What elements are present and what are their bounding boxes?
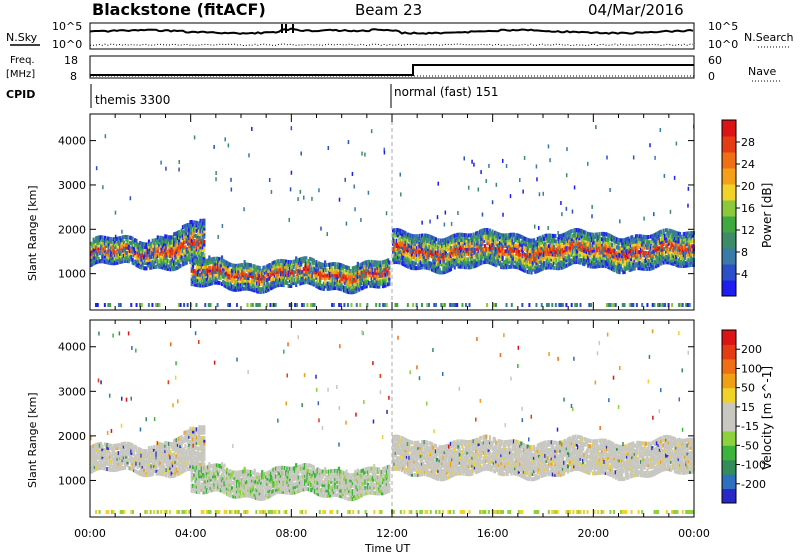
power-colorbar-label: Power [dB] [760, 183, 774, 248]
velocity-y-tick-label: 4000 [58, 341, 86, 354]
sparse-scatter-power [95, 124, 695, 242]
x-tick-label: 00:00 [678, 527, 710, 540]
power-colorbar-tick: 28 [741, 136, 755, 149]
velocity-colorbar-tick: -50 [741, 439, 759, 452]
power-colorbar-swatch [722, 200, 736, 217]
velocity-colorbar-tick: 15 [741, 401, 755, 414]
power-colorbar-tick: 24 [741, 158, 755, 171]
date-title: 04/Mar/2016 [588, 1, 684, 19]
freq-right-tick-bottom: 0 [708, 70, 715, 83]
power-y-axis-label: Slant Range [km] [26, 185, 39, 281]
power-colorbar-swatch [722, 216, 736, 233]
noise-right-tick-top: 10^5 [708, 20, 738, 33]
velocity-colorbar: 200 100 50 15 -15 -50 -100 -200 [721, 329, 766, 504]
x-axis-label: Time UT [364, 542, 410, 554]
power-colorbar-swatch [722, 120, 736, 137]
power-colorbar-tick: 20 [741, 180, 755, 193]
power-panel: 1000 2000 3000 4000 [58, 113, 695, 311]
station-title: Blackstone (fitACF) [92, 0, 266, 19]
x-tick-label: 12:00 [376, 527, 408, 540]
velocity-colorbar-swatch [722, 488, 736, 504]
scatter-band-ground-scatter-band-velocity [190, 462, 391, 502]
power-y-tick-label: 1000 [58, 268, 86, 281]
velocity-colorbar-label: Velocity [m s^-1] [760, 366, 774, 470]
freq-left-tick-top: 18 [64, 54, 78, 67]
power-y-tick-label: 3000 [58, 179, 86, 192]
velocity-colorbar-tick: 50 [741, 382, 755, 395]
noise-search-line [90, 43, 693, 47]
nsearch-label: N.Search [744, 31, 794, 44]
scatter-band-late-ionospheric-power [392, 227, 695, 275]
velocity-colorbar-swatch [722, 445, 736, 461]
beam-title: Beam 23 [355, 1, 422, 19]
velocity-colorbar-swatch [722, 373, 736, 389]
scatter-band-main-ionospheric-power [90, 218, 206, 272]
power-colorbar-tick: 8 [741, 246, 748, 259]
x-tick-label: 16:00 [477, 527, 509, 540]
near-range-scatter-power [95, 303, 691, 307]
scatter-band-main-ionospheric-velocity [90, 425, 206, 479]
velocity-y-tick-label: 3000 [58, 385, 86, 398]
freq-label-line2: [MHz] [6, 69, 35, 80]
power-colorbar-tick: 12 [741, 224, 755, 237]
velocity-y-axis-label: Slant Range [km] [26, 392, 39, 488]
power-y-tick-label: 2000 [58, 223, 86, 236]
noise-left-tick-bottom: 10^0 [52, 38, 82, 51]
x-tick-label: 20:00 [577, 527, 609, 540]
power-colorbar-swatch [722, 168, 736, 185]
velocity-colorbar-swatch [722, 358, 736, 374]
cpid-label: CPID [6, 88, 35, 101]
velocity-colorbar-swatch [722, 474, 736, 490]
power-colorbar-swatch [722, 248, 736, 265]
velocity-colorbar-swatch [722, 387, 736, 403]
velocity-colorbar-tick: -15 [741, 420, 759, 433]
cpid-mode-2: normal (fast) 151 [394, 85, 498, 99]
noise-right-tick-bottom: 10^0 [708, 38, 738, 51]
x-tick-label: 04:00 [175, 527, 207, 540]
velocity-colorbar-swatch [722, 344, 736, 360]
velocity-colorbar-swatch [722, 402, 736, 417]
x-tick-label: 08:00 [275, 527, 307, 540]
power-colorbar: 4 8 12 16 20 24 28 [721, 119, 755, 297]
freq-left-tick-bottom: 8 [70, 70, 77, 83]
freq-right-tick-top: 60 [708, 54, 722, 67]
nave-label: Nave [748, 65, 776, 78]
power-colorbar-swatch [722, 280, 736, 297]
power-colorbar-tick: 16 [741, 202, 755, 215]
power-colorbar-swatch [722, 232, 736, 249]
velocity-colorbar-swatch [722, 459, 736, 475]
noise-sky-line [89, 27, 694, 35]
freq-label-line1: Freq. [10, 55, 35, 66]
sparse-scatter-velocity [90, 329, 690, 449]
velocity-y-tick-label: 2000 [58, 430, 86, 443]
velocity-panel: 1000 2000 3000 4000 [58, 319, 695, 518]
x-tick-label: 00:00 [74, 527, 106, 540]
power-y-tick-label: 4000 [58, 135, 86, 148]
power-colorbar-swatch [722, 264, 736, 281]
velocity-colorbar-swatch [722, 330, 736, 345]
freq-line [90, 64, 694, 76]
velocity-colorbar-swatch [722, 430, 736, 446]
time-axis: 00:00 04:00 08:00 12:00 16:00 20:00 00:00 [74, 527, 710, 540]
cpid-mode-1: themis 3300 [95, 93, 170, 107]
velocity-colorbar-tick: -100 [741, 459, 766, 472]
scatter-band-late-ionospheric-velocity [392, 434, 695, 482]
velocity-colorbar-tick: 200 [741, 343, 762, 356]
velocity-colorbar-tick: -200 [741, 478, 766, 491]
noise-panel [89, 22, 695, 50]
power-colorbar-swatch [722, 136, 736, 153]
noise-left-tick-top: 10^5 [52, 20, 82, 33]
scatter-band-ground-scatter-band-power [190, 255, 391, 295]
velocity-y-tick-label: 1000 [58, 474, 86, 487]
power-colorbar-swatch [722, 152, 736, 169]
freq-panel [89, 55, 695, 79]
velocity-colorbar-tick: 100 [741, 362, 762, 375]
near-range-scatter-velocity [95, 510, 695, 514]
power-colorbar-tick: 4 [741, 268, 748, 281]
nsky-label: N.Sky [6, 31, 38, 44]
velocity-colorbar-swatch [722, 416, 736, 432]
power-colorbar-swatch [722, 184, 736, 201]
